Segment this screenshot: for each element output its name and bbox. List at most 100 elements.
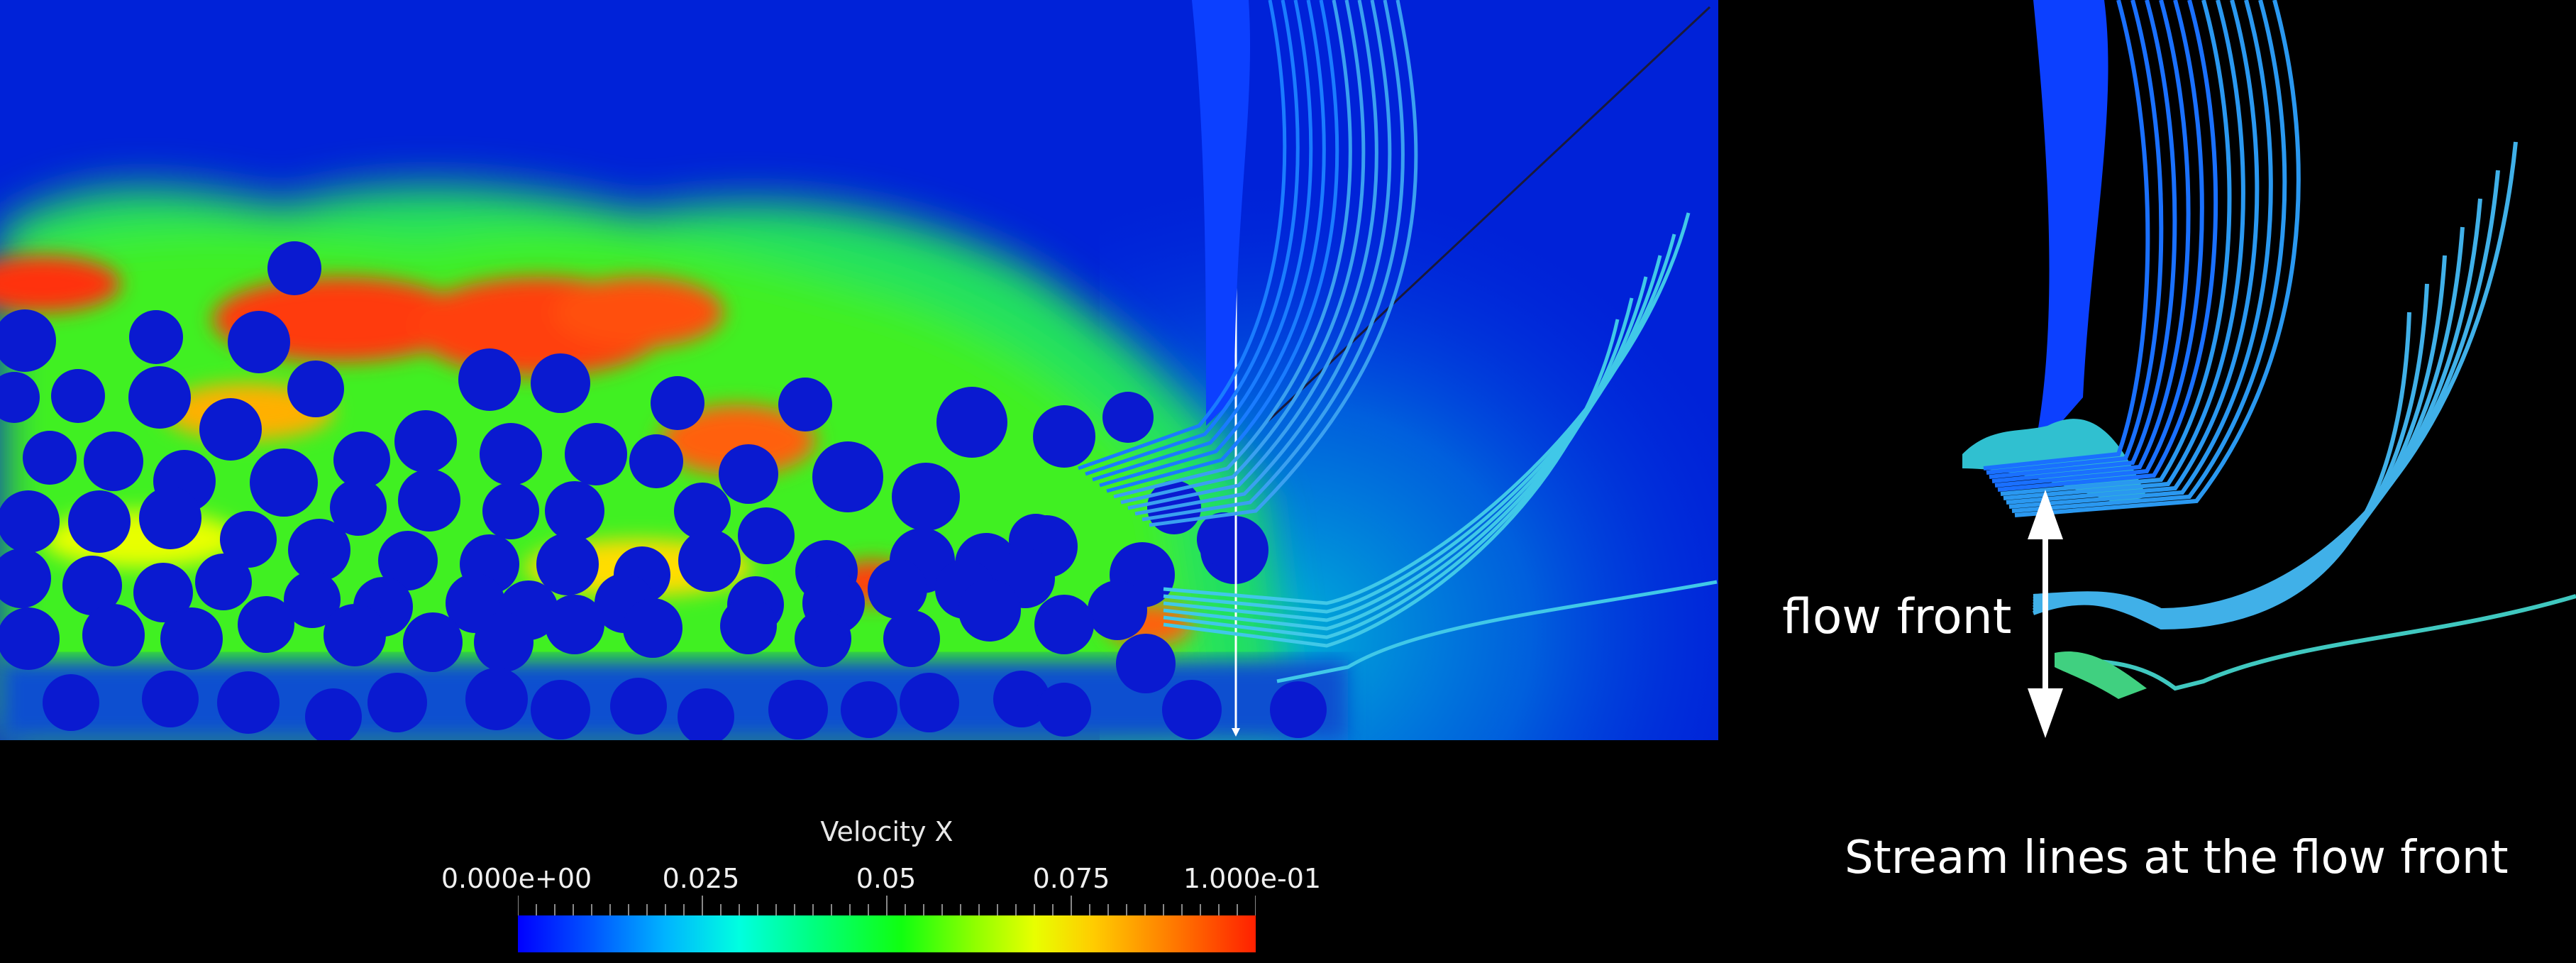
fiber bbox=[305, 688, 362, 740]
streamline bbox=[1106, 0, 1339, 493]
fiber bbox=[768, 680, 828, 739]
fiber bbox=[128, 366, 191, 429]
streamline bbox=[2061, 594, 2576, 691]
fiber bbox=[394, 410, 457, 473]
fiber bbox=[62, 556, 122, 615]
fiber bbox=[1088, 580, 1147, 640]
flow-front-arrow-up bbox=[2028, 490, 2063, 539]
fiber bbox=[142, 671, 199, 727]
fiber bbox=[531, 680, 590, 739]
fiber bbox=[465, 668, 528, 730]
fiber bbox=[398, 469, 460, 532]
legend-area bbox=[0, 740, 2576, 963]
fiber bbox=[610, 678, 667, 734]
fiber bbox=[250, 449, 318, 517]
fiber bbox=[458, 348, 521, 411]
streamline bbox=[1991, 0, 2191, 483]
fiber bbox=[623, 598, 682, 658]
colorbar-tick-0: 0.000e+00 bbox=[441, 863, 592, 894]
fiber bbox=[51, 369, 105, 423]
fiber bbox=[738, 507, 795, 564]
streamline bbox=[1163, 255, 1662, 622]
fiber bbox=[129, 310, 183, 364]
fiber bbox=[1116, 634, 1176, 693]
fiber bbox=[403, 612, 463, 672]
fiber bbox=[82, 604, 145, 666]
fiber bbox=[0, 607, 60, 670]
colorbar-gradient bbox=[518, 915, 1256, 952]
fiber bbox=[936, 387, 1007, 458]
fiber bbox=[199, 398, 262, 461]
streamline bbox=[1983, 0, 2150, 471]
fiber bbox=[482, 483, 539, 539]
streamline bbox=[2032, 312, 2411, 630]
colorbar-title: Velocity X bbox=[820, 816, 953, 847]
marker-arrow-bottom bbox=[1232, 728, 1240, 737]
streamline bbox=[2014, 0, 2301, 517]
fiber bbox=[531, 353, 590, 413]
streamline bbox=[2006, 0, 2260, 505]
fiber bbox=[720, 598, 777, 654]
colorbar-tick-1: 0.025 bbox=[662, 863, 740, 894]
fiber-bundle bbox=[0, 241, 1327, 740]
streamline bbox=[1986, 0, 2164, 475]
fiber bbox=[651, 376, 704, 430]
streamline bbox=[1141, 0, 1405, 522]
fiber bbox=[795, 610, 851, 667]
streamlines-left bbox=[1078, 0, 1718, 683]
fiber bbox=[330, 479, 387, 536]
streamline-plume bbox=[2033, 0, 2108, 454]
streamlines-view bbox=[1721, 0, 2576, 740]
colorbar-tick-marks bbox=[518, 896, 1256, 915]
fiber bbox=[1162, 680, 1222, 739]
colorbar-tick-2: 0.05 bbox=[856, 863, 917, 894]
streamline bbox=[1113, 0, 1352, 499]
velocity-field-image bbox=[0, 0, 1718, 740]
fiber bbox=[195, 554, 252, 610]
fiber bbox=[1197, 512, 1251, 566]
streamline bbox=[1163, 319, 1620, 648]
flow-front-arrow-down bbox=[2028, 688, 2063, 738]
colorbar-tick-3: 0.075 bbox=[1032, 863, 1110, 894]
streamlines-right bbox=[1962, 0, 2576, 699]
diagonal-probe-line bbox=[1261, 6, 1711, 427]
fiber bbox=[288, 519, 350, 581]
fiber bbox=[228, 311, 290, 373]
fiber bbox=[678, 688, 734, 740]
fiber bbox=[1102, 392, 1154, 443]
fiber bbox=[267, 241, 321, 295]
fiber bbox=[1037, 683, 1091, 737]
streamline bbox=[2003, 0, 2245, 500]
fiber bbox=[841, 681, 897, 738]
fiber bbox=[378, 531, 438, 590]
fiber bbox=[474, 612, 534, 672]
fiber bbox=[883, 610, 940, 667]
streamline bbox=[1092, 0, 1313, 482]
streamline bbox=[2008, 0, 2273, 509]
fiber bbox=[333, 431, 390, 488]
streamline bbox=[1085, 0, 1300, 476]
fiber bbox=[133, 563, 193, 622]
velocity-field-view bbox=[0, 0, 1718, 740]
streamline bbox=[1163, 297, 1634, 639]
fiber bbox=[324, 604, 386, 666]
fiber bbox=[545, 481, 604, 541]
fiber bbox=[367, 673, 427, 732]
streamline bbox=[1149, 0, 1418, 527]
fiber bbox=[545, 595, 604, 654]
fiber bbox=[217, 671, 280, 734]
fiber bbox=[778, 378, 832, 431]
streamline bbox=[1989, 0, 2177, 479]
streamline bbox=[1099, 0, 1326, 488]
fiber bbox=[287, 361, 344, 417]
streamline-front bbox=[2055, 651, 2147, 699]
fiber bbox=[674, 483, 731, 539]
fiber bbox=[1034, 595, 1094, 654]
streamline bbox=[1120, 0, 1366, 505]
streamline bbox=[1163, 276, 1648, 631]
streamline bbox=[1994, 0, 2204, 488]
fiber bbox=[23, 431, 77, 485]
caption: Stream lines at the flow front bbox=[1845, 832, 2509, 884]
fiber bbox=[0, 549, 51, 608]
streamline bbox=[1997, 0, 2218, 492]
